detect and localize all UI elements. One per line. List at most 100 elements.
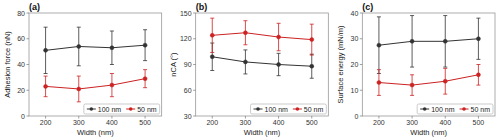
legend-marker (90, 107, 94, 111)
error-bar (476, 65, 480, 86)
plot-area (210, 18, 314, 78)
legend-marker (129, 107, 133, 111)
x-tick-label: 300 (240, 119, 252, 126)
y-tick (360, 64, 363, 65)
legend-label: 50 nm (471, 106, 491, 113)
legend: 100 nm 50 nm (84, 104, 160, 114)
plot-frame (196, 13, 329, 116)
y-tick-label: 60 (184, 87, 192, 94)
y-tick (193, 116, 196, 117)
plot-frame (29, 13, 162, 116)
y-tick (193, 90, 196, 91)
panel-label: (c) (362, 2, 373, 12)
x-axis-label: Width (nm) (410, 128, 447, 137)
y-tick-label: 30 (184, 113, 192, 120)
y-tick (27, 13, 30, 14)
error-bar (143, 70, 147, 88)
data-point (243, 60, 247, 64)
series (377, 16, 481, 74)
data-point (44, 84, 48, 88)
data-point (310, 38, 314, 42)
x-tick-label: 400 (273, 119, 285, 126)
error-bar (110, 31, 114, 64)
series-line (212, 33, 312, 40)
plot-area (377, 16, 481, 96)
error-bar (44, 27, 48, 73)
data-point (143, 43, 147, 47)
y-tick-label: 0 (354, 113, 358, 120)
legend-item: 50 nm (293, 106, 324, 113)
error-bar (143, 30, 147, 61)
legend-marker (423, 107, 427, 111)
series (377, 65, 481, 96)
error-bar (310, 54, 314, 78)
y-tick (193, 38, 196, 39)
y-tick-label: 0 (21, 113, 25, 120)
data-point (377, 81, 381, 85)
data-point (110, 46, 114, 50)
error-bar (44, 76, 48, 97)
series-line (212, 57, 312, 66)
legend-item: 100 nm (87, 106, 122, 113)
error-bar (443, 68, 447, 94)
y-tick-label: 40 (17, 61, 25, 68)
x-tick-label: 500 (473, 119, 485, 126)
panel: 306090120150200300400500Width (nm)nCA (°… (169, 2, 328, 137)
legend-label: 100 nm (265, 106, 289, 113)
legend-item: 100 nm (254, 106, 289, 113)
error-bar (110, 74, 114, 97)
panel-label: (b) (196, 2, 208, 12)
legend-label: 50 nm (304, 106, 324, 113)
error-bar (277, 53, 281, 75)
legend-label: 100 nm (98, 106, 122, 113)
error-bar (377, 70, 381, 96)
x-axis-label: Width (nm) (77, 128, 114, 137)
y-axis-label: nCA (°) (169, 52, 178, 77)
y-tick (27, 90, 30, 91)
data-point (143, 77, 147, 81)
error-bar (243, 21, 247, 45)
y-tick-label: 30 (351, 35, 359, 42)
panel-label: (a) (29, 2, 40, 12)
legend-item: 100 nm (420, 106, 455, 113)
data-point (377, 43, 381, 47)
series (44, 70, 148, 102)
error-bar (476, 18, 480, 59)
data-point (44, 48, 48, 52)
error-bar (77, 76, 81, 102)
y-tick-label: 80 (17, 10, 25, 17)
y-tick-label: 90 (184, 61, 192, 68)
legend: 100 nm 50 nm (251, 104, 327, 114)
legend-box (251, 104, 327, 114)
y-tick (27, 38, 30, 39)
legend-box (417, 104, 493, 114)
error-bar (277, 23, 281, 50)
data-point (410, 39, 414, 43)
plot-area (44, 27, 148, 102)
x-tick-label: 300 (406, 119, 418, 126)
series-line (46, 79, 146, 89)
error-bar (410, 16, 414, 67)
y-tick-label: 10 (351, 87, 359, 94)
error-bar (243, 50, 247, 74)
figure: 020406080200300400500Width (nm)Adhesion … (0, 0, 500, 138)
series-line (379, 75, 479, 85)
legend-label: 50 nm (137, 106, 157, 113)
series (210, 43, 314, 78)
plot-frame (362, 13, 495, 116)
error-bar (210, 18, 214, 52)
data-point (77, 87, 81, 91)
x-axis-label: Width (nm) (244, 128, 281, 137)
data-point (277, 35, 281, 39)
y-tick (360, 90, 363, 91)
data-point (210, 33, 214, 37)
x-tick-label: 500 (139, 119, 151, 126)
data-point (210, 55, 214, 59)
data-point (443, 79, 447, 83)
legend-label: 100 nm (431, 106, 455, 113)
legend-item: 50 nm (460, 106, 491, 113)
x-tick-label: 200 (40, 119, 52, 126)
legend-marker (256, 107, 260, 111)
error-bar (77, 27, 81, 66)
y-tick (360, 116, 363, 117)
